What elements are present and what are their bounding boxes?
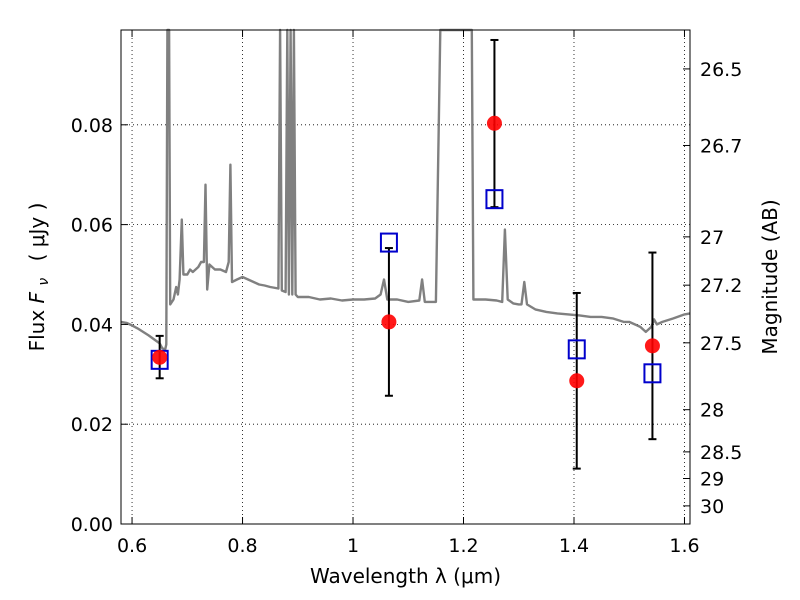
y2-tick-label: 26.5 <box>700 59 742 81</box>
observed-point <box>152 349 168 365</box>
y-tick-label: 0.08 <box>71 115 113 137</box>
x-tick-label: 1 <box>347 535 359 557</box>
y2-tick-label: 27 <box>700 227 724 249</box>
y2-tick-label: 28 <box>700 400 724 422</box>
model-band-square <box>485 189 504 210</box>
y-tick-label: 0.00 <box>71 514 113 536</box>
y-tick-label: 0.02 <box>71 414 113 436</box>
y-tick-label: 0.06 <box>71 215 113 237</box>
model-band-square <box>643 363 662 384</box>
spectrum-layer <box>120 28 691 351</box>
ticks: 0.6 0.8 1 1.2 1.4 1.6 0.00 0.02 0.04 0.06 0.08 26.5… <box>71 30 742 557</box>
y-axis-label-unit: ( μJy ) <box>25 203 49 262</box>
points-layer <box>150 38 662 470</box>
x-tick-label: 1.6 <box>669 535 699 557</box>
y2-tick-label: 26.7 <box>700 135 742 157</box>
y-axis-label-symbol: F <box>25 291 49 303</box>
observed-point <box>569 373 585 389</box>
x-axis-label: Wavelength λ (μm) <box>310 564 501 588</box>
y-axis-label: Flux F ν ( μJy ) <box>25 203 53 352</box>
y2-tick-label: 27.5 <box>700 333 742 355</box>
observed-point <box>381 314 397 330</box>
axis-labels: Wavelength λ (μm) Flux F ν ( μJy ) Magni… <box>25 199 782 588</box>
x-tick-label: 0.8 <box>227 535 257 557</box>
y-axis-label-subscript: ν <box>36 278 52 286</box>
y2-tick-label: 30 <box>700 496 724 518</box>
model-band-square <box>379 232 398 253</box>
y2-tick-label: 27.2 <box>700 275 742 297</box>
plot-frame <box>120 29 691 525</box>
spectrum-line <box>120 28 691 351</box>
y2-tick-label: 29 <box>700 468 724 490</box>
observed-point <box>644 338 660 354</box>
x-tick-label: 1.4 <box>559 535 589 557</box>
observed-point <box>486 115 502 131</box>
y-axis-label-prefix: Flux <box>25 303 49 351</box>
y2-tick-label: 28.5 <box>700 442 742 464</box>
y-tick-label: 0.04 <box>71 314 113 336</box>
x-tick-label: 1.2 <box>448 535 478 557</box>
x-tick-label: 0.6 <box>117 535 147 557</box>
model-band-square <box>567 339 586 360</box>
y2-axis-label: Magnitude (AB) <box>758 199 782 354</box>
